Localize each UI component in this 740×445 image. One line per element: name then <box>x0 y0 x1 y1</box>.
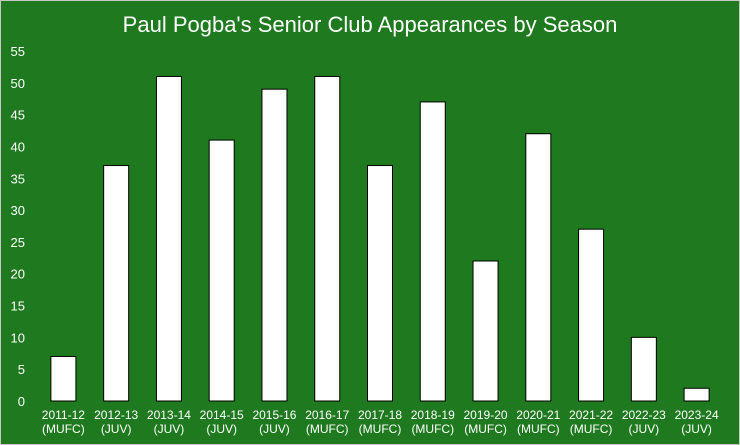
x-category-club: (JUV) <box>206 422 237 436</box>
y-tick-label: 10 <box>11 330 25 345</box>
x-category-club: (MUFC) <box>517 422 560 436</box>
bar-2015-16 <box>261 88 288 402</box>
x-category-club: (MUFC) <box>464 422 507 436</box>
x-category-season: 2018-19 <box>411 408 455 422</box>
y-tick-label: 40 <box>11 139 25 154</box>
y-tick-label: 0 <box>18 394 25 409</box>
y-tick-label: 50 <box>11 76 25 91</box>
x-category-season: 2023-24 <box>675 408 719 422</box>
y-tick-label: 25 <box>11 235 25 250</box>
x-category-club: (JUV) <box>681 422 712 436</box>
x-category-club: (MUFC) <box>42 422 85 436</box>
bar-2023-24 <box>683 387 710 402</box>
x-category-season: 2014-15 <box>200 408 244 422</box>
x-category-club: (JUV) <box>629 422 660 436</box>
x-category-season: 2021-22 <box>569 408 613 422</box>
y-axis: 0 5 10 15 20 25 30 35 40 45 50 55 <box>11 44 25 409</box>
bar-2014-15 <box>208 139 235 402</box>
bars-group <box>50 75 710 402</box>
y-tick-label: 35 <box>11 171 25 186</box>
bar-2021-22 <box>578 228 605 402</box>
y-tick-label: 55 <box>11 44 25 59</box>
bar-2017-18 <box>367 165 393 402</box>
y-tick-label: 15 <box>11 299 25 314</box>
x-category-season: 2019-20 <box>464 408 508 422</box>
x-category-club: (JUV) <box>101 422 132 436</box>
x-category-club: (MUFC) <box>359 422 402 436</box>
x-category-season: 2022-23 <box>622 408 666 422</box>
y-tick-label: 20 <box>11 267 25 282</box>
x-category-season: 2013-14 <box>147 408 191 422</box>
x-category-season: 2012-13 <box>94 408 138 422</box>
x-category-club: (MUFC) <box>306 422 349 436</box>
bar-2012-13 <box>103 165 130 402</box>
x-category-season: 2011-12 <box>42 408 85 422</box>
x-category-season: 2015-16 <box>252 408 296 422</box>
x-axis: 2011-12(MUFC)2012-13(JUV)2013-14(JUV)201… <box>42 408 719 436</box>
x-category-season: 2017-18 <box>358 408 402 422</box>
x-category-season: 2020-21 <box>516 408 560 422</box>
bar-2022-23 <box>630 336 657 402</box>
chart-title: Paul Pogba's Senior Club Appearances by … <box>123 12 618 37</box>
bar-2016-17 <box>314 75 341 402</box>
bar-2011-12 <box>50 355 77 402</box>
bar-2020-21 <box>525 133 552 402</box>
y-tick-label: 30 <box>11 203 25 218</box>
x-category-season: 2016-17 <box>305 408 349 422</box>
x-category-club: (MUFC) <box>570 422 613 436</box>
y-tick-label: 45 <box>11 108 25 123</box>
x-category-club: (JUV) <box>154 422 185 436</box>
bar-2019-20 <box>472 260 499 402</box>
y-tick-label: 5 <box>18 362 25 377</box>
bar-2018-19 <box>419 101 446 402</box>
bar-2013-14 <box>155 75 182 402</box>
x-category-club: (JUV) <box>259 422 290 436</box>
x-category-club: (MUFC) <box>411 422 454 436</box>
